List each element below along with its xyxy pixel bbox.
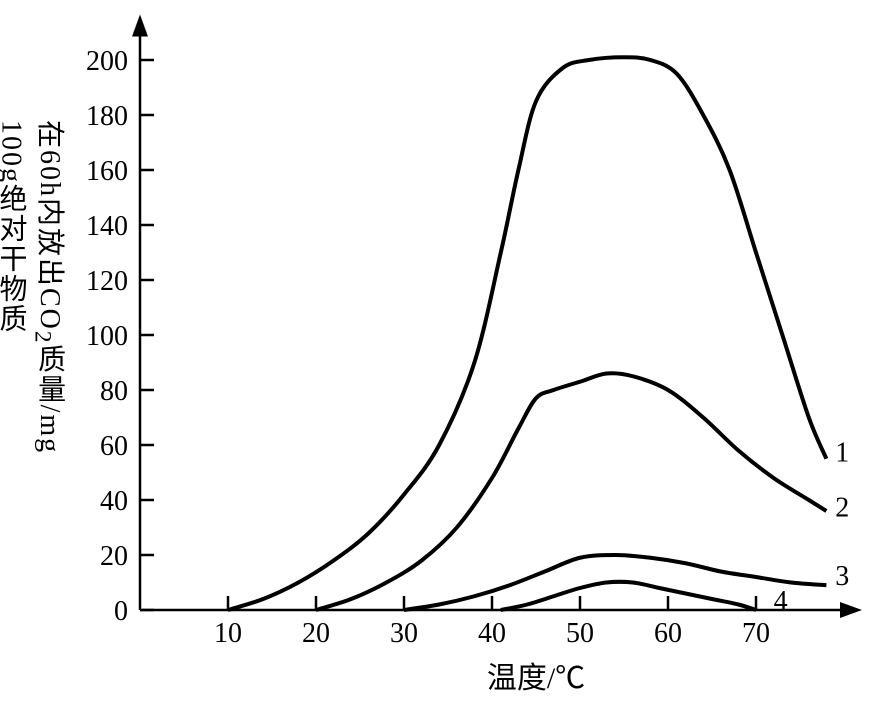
curve-1 [228, 57, 826, 610]
y-tick-label: 0 [114, 596, 128, 627]
y-tick-label: 120 [86, 266, 128, 297]
x-tick-label: 10 [214, 618, 242, 649]
series-label-4: 4 [774, 586, 788, 617]
y-axis-title-pre: 在60h内放出CO [34, 120, 65, 331]
y-tick-label: 80 [100, 376, 128, 407]
y-tick-label: 160 [86, 156, 128, 187]
x-axis-title: 温度/℃ [487, 662, 585, 695]
x-tick-label: 70 [742, 618, 770, 649]
y-tick-label: 100 [86, 321, 128, 352]
curves [228, 57, 826, 610]
y-tick-label: 180 [86, 101, 128, 132]
series-label-3: 3 [835, 561, 849, 592]
x-tick-label: 40 [478, 618, 506, 649]
axes [132, 15, 862, 619]
y-tick-label: 40 [100, 486, 128, 517]
labels: 温度/℃ 1 2 3 4 [487, 437, 849, 695]
y-axis-title-line2: 在60h内放出CO2质量/mg [28, 120, 67, 580]
y-axis-title-post: 质量/mg [34, 345, 65, 455]
y-axis-title: 100g绝对干物质 在60h内放出CO2质量/mg [10, 120, 50, 580]
curve-4 [501, 582, 756, 610]
series-label-2: 2 [835, 492, 849, 523]
x-tick-label: 60 [654, 618, 682, 649]
y-tick-label: 140 [86, 211, 128, 242]
x-tick-label: 20 [302, 618, 330, 649]
y-axis-title-line1: 100g绝对干物质 [0, 120, 28, 580]
y-tick-label: 200 [86, 46, 128, 77]
x-tick-label: 30 [390, 618, 418, 649]
x-tick-label: 50 [566, 618, 594, 649]
chart-container: 100g绝对干物质 在60h内放出CO2质量/mg 10203040506070… [0, 0, 881, 717]
y-tick-label: 20 [100, 541, 128, 572]
chart-svg: 10 20 30 40 50 60 70 0 20 40 60 80 100 120 140 160 180 20… [0, 0, 881, 717]
y-axis-title-sub: 2 [30, 331, 56, 345]
y-tick-label: 60 [100, 431, 128, 462]
series-label-1: 1 [835, 437, 849, 468]
